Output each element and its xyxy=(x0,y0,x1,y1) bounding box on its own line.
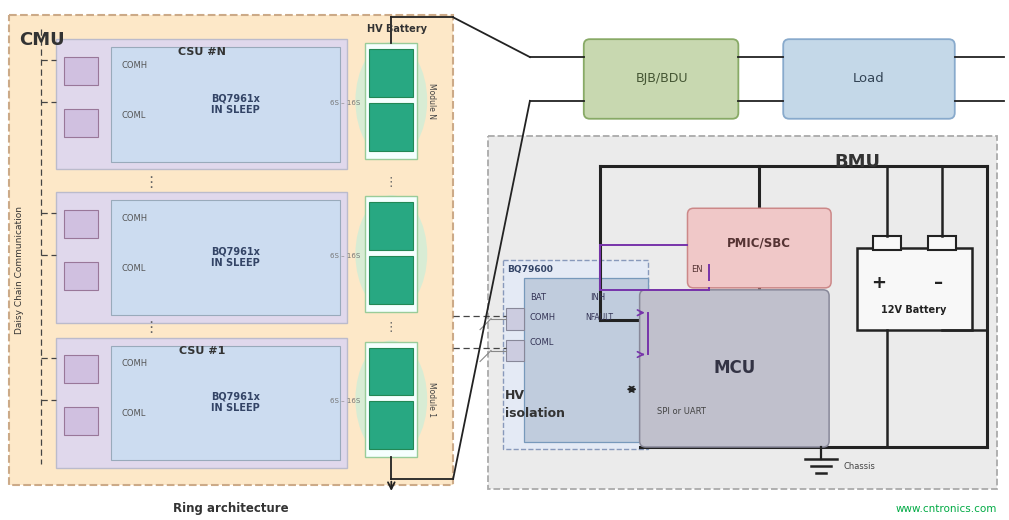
FancyBboxPatch shape xyxy=(65,356,98,383)
FancyBboxPatch shape xyxy=(640,290,829,447)
FancyBboxPatch shape xyxy=(111,346,340,460)
FancyBboxPatch shape xyxy=(365,43,418,159)
Ellipse shape xyxy=(355,42,427,160)
Text: BQ79600: BQ79600 xyxy=(507,265,553,274)
FancyBboxPatch shape xyxy=(524,278,648,442)
FancyBboxPatch shape xyxy=(57,39,347,170)
Text: BJB/BDU: BJB/BDU xyxy=(636,72,688,85)
Text: +: + xyxy=(872,274,887,292)
Text: COML: COML xyxy=(121,264,145,273)
Text: COML: COML xyxy=(121,409,145,418)
Text: –: – xyxy=(934,274,943,292)
Text: 6S – 16S: 6S – 16S xyxy=(330,398,360,404)
FancyBboxPatch shape xyxy=(369,49,414,97)
Text: ⋮: ⋮ xyxy=(143,320,158,335)
Text: BQ7961x
IN SLEEP: BQ7961x IN SLEEP xyxy=(211,93,260,114)
Text: EN: EN xyxy=(691,265,703,275)
Text: Load: Load xyxy=(854,72,885,85)
FancyBboxPatch shape xyxy=(584,39,739,119)
Text: 6S – 16S: 6S – 16S xyxy=(330,253,360,259)
Text: COML: COML xyxy=(121,111,145,120)
Text: COMH: COMH xyxy=(121,61,147,70)
FancyBboxPatch shape xyxy=(369,256,414,304)
Text: ⋮: ⋮ xyxy=(384,321,397,334)
Text: Ring architecture: Ring architecture xyxy=(173,502,289,515)
FancyBboxPatch shape xyxy=(65,407,98,435)
FancyBboxPatch shape xyxy=(369,103,414,151)
Text: BMU: BMU xyxy=(834,152,880,171)
Text: HV Battery: HV Battery xyxy=(367,24,428,34)
FancyBboxPatch shape xyxy=(506,308,524,330)
Text: MCU: MCU xyxy=(713,359,756,378)
FancyBboxPatch shape xyxy=(928,236,956,250)
Text: ⋮: ⋮ xyxy=(143,175,158,190)
Text: www.cntronics.com: www.cntronics.com xyxy=(895,504,997,514)
Text: COMH: COMH xyxy=(121,359,147,369)
Text: 12V Battery: 12V Battery xyxy=(881,305,946,315)
Text: BQ7961x
IN SLEEP: BQ7961x IN SLEEP xyxy=(211,246,260,268)
Text: Module 1: Module 1 xyxy=(427,382,436,417)
Text: INH: INH xyxy=(590,293,605,302)
FancyBboxPatch shape xyxy=(65,57,98,85)
FancyBboxPatch shape xyxy=(369,202,414,250)
Text: NFAULT: NFAULT xyxy=(585,313,612,322)
Text: HV: HV xyxy=(504,389,525,402)
Text: BAT: BAT xyxy=(530,293,546,302)
FancyBboxPatch shape xyxy=(111,200,340,315)
Text: ⋮: ⋮ xyxy=(384,176,397,189)
Text: isolation: isolation xyxy=(504,407,565,420)
Text: Chassis: Chassis xyxy=(844,462,875,472)
Text: Module N: Module N xyxy=(427,83,436,119)
Text: Daisy Chain Communication: Daisy Chain Communication xyxy=(15,206,24,334)
Text: CSU #N: CSU #N xyxy=(178,47,226,57)
Text: PMIC/SBC: PMIC/SBC xyxy=(727,237,791,250)
FancyBboxPatch shape xyxy=(65,210,98,238)
Ellipse shape xyxy=(355,341,427,458)
FancyBboxPatch shape xyxy=(503,260,648,449)
FancyBboxPatch shape xyxy=(506,340,524,361)
Text: COMH: COMH xyxy=(121,214,147,223)
FancyBboxPatch shape xyxy=(65,262,98,290)
FancyBboxPatch shape xyxy=(783,39,955,119)
FancyBboxPatch shape xyxy=(57,337,347,468)
FancyBboxPatch shape xyxy=(9,15,453,485)
Text: 6S – 16S: 6S – 16S xyxy=(330,100,360,106)
Text: SPI or UART: SPI or UART xyxy=(657,407,706,416)
Ellipse shape xyxy=(355,196,427,313)
Text: CSU #1: CSU #1 xyxy=(179,346,225,356)
FancyBboxPatch shape xyxy=(369,401,414,449)
FancyBboxPatch shape xyxy=(111,47,340,162)
Text: CMU: CMU xyxy=(19,31,65,49)
FancyBboxPatch shape xyxy=(687,209,831,288)
FancyBboxPatch shape xyxy=(65,109,98,137)
FancyBboxPatch shape xyxy=(57,192,347,323)
FancyBboxPatch shape xyxy=(488,136,997,489)
Text: COML: COML xyxy=(530,337,554,347)
FancyBboxPatch shape xyxy=(365,342,418,457)
FancyBboxPatch shape xyxy=(369,347,414,395)
FancyBboxPatch shape xyxy=(857,248,972,330)
FancyBboxPatch shape xyxy=(365,197,418,311)
Text: BQ7961x
IN SLEEP: BQ7961x IN SLEEP xyxy=(211,392,260,413)
FancyBboxPatch shape xyxy=(873,236,901,250)
Text: COMH: COMH xyxy=(530,313,556,322)
